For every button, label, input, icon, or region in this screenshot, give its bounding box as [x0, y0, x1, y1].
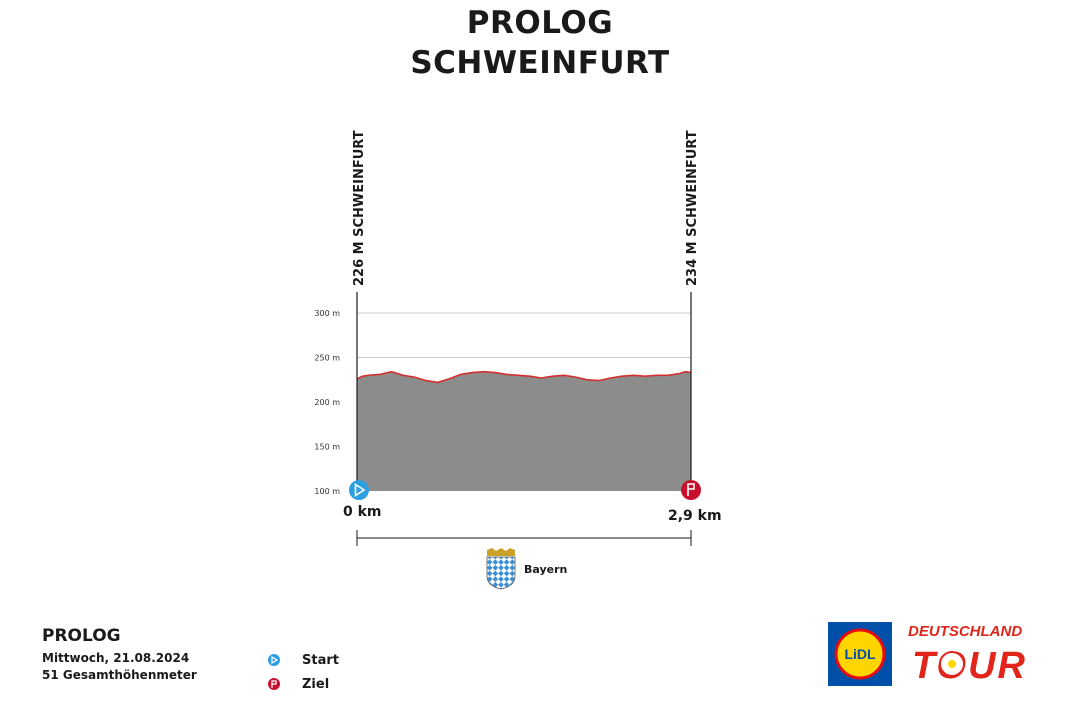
marker-legend: Start Ziel: [268, 648, 339, 696]
y-tick-label: 200 m: [314, 398, 340, 407]
lidl-logo: LiDL: [828, 622, 892, 686]
elevation-line: [356, 370, 692, 384]
x-end-label: 2,9 km: [668, 508, 722, 524]
finish-legend-icon: [268, 678, 280, 690]
legend-start-label: Start: [302, 652, 339, 668]
bavaria-coat-of-arms-icon: [486, 548, 516, 590]
start-marker: [349, 480, 369, 500]
legend-start: Start: [268, 648, 339, 672]
start-location-label: 226 M SCHWEINFURT: [352, 130, 367, 286]
deutschland-tour-logo: DEUTSCHLAND TOUR: [900, 620, 1050, 690]
lidl-logo-text: LiDL: [844, 646, 876, 662]
y-tick-label: 100 m: [314, 487, 340, 496]
stage-title-line2: SCHWEINFURT: [410, 45, 670, 81]
y-tick-label: 250 m: [314, 354, 340, 363]
stage-info: PROLOG Mittwoch, 21.08.2024 51 Gesamthöh…: [42, 626, 197, 684]
finish-location-label: 234 M SCHWEINFURT: [685, 130, 700, 286]
x-start-label: 0 km: [343, 504, 382, 520]
stage-name: PROLOG: [42, 626, 121, 646]
y-axis-ticks: 100 m 150 m 200 m 250 m 300 m: [314, 309, 340, 496]
stage-elevation: 51 Gesamthöhenmeter: [42, 668, 197, 682]
region-indicator: Bayern: [484, 548, 567, 590]
legend-finish: Ziel: [268, 672, 339, 696]
tour-logo-line2: TOUR: [912, 645, 1027, 687]
stage-date: Mittwoch, 21.08.2024: [42, 651, 190, 665]
y-tick-label: 150 m: [314, 443, 340, 452]
region-bracket: [356, 530, 692, 546]
finish-marker: [681, 480, 701, 500]
elevation-area: [357, 371, 691, 491]
legend-finish-label: Ziel: [302, 676, 330, 692]
region-label: Bayern: [524, 562, 568, 576]
stage-title-line1: PROLOG: [466, 5, 614, 41]
start-legend-icon: [268, 654, 280, 666]
y-tick-label: 300 m: [314, 309, 340, 318]
tour-logo-line1: DEUTSCHLAND: [908, 623, 1022, 640]
